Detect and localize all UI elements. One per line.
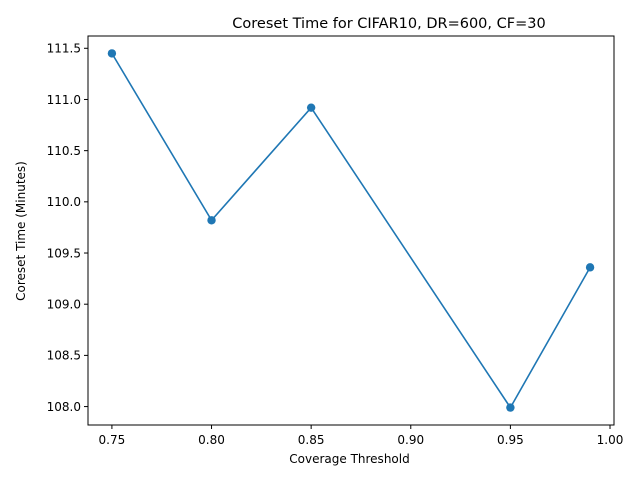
y-tick-label: 108.0: [47, 400, 81, 414]
x-tick-label: 0.75: [99, 433, 126, 447]
plot-area: [107, 49, 595, 412]
x-tick-label: 0.90: [397, 433, 424, 447]
x-axis: 0.75 0.80 0.85 0.90 0.95 1.00: [99, 425, 624, 447]
chart-title: Coreset Time for CIFAR10, DR=600, CF=30: [232, 16, 545, 32]
y-tick-label: 111.0: [47, 93, 81, 107]
x-tick-label: 0.85: [298, 433, 325, 447]
plot-frame: [87, 35, 615, 426]
y-tick-label: 110.0: [47, 195, 81, 209]
y-tick-label: 110.5: [47, 144, 81, 158]
x-tick-label: 0.95: [497, 433, 524, 447]
data-point: [207, 216, 216, 225]
x-tick-label: 1.00: [597, 433, 624, 447]
series-line: [111, 52, 591, 410]
data-point: [107, 49, 117, 58]
x-axis-label: Coverage Threshold: [289, 452, 409, 466]
y-tick-label: 108.5: [47, 349, 81, 363]
y-axis-label: Coreset Time (Minutes): [14, 161, 28, 301]
data-point: [585, 263, 595, 272]
y-tick-label: 109.5: [47, 246, 81, 260]
x-tick-label: 0.80: [198, 433, 225, 447]
data-point: [506, 403, 515, 412]
y-tick-label: 111.5: [47, 42, 81, 56]
y-tick-label: 109.0: [47, 298, 81, 312]
data-point: [306, 103, 316, 112]
y-axis: 108.0 108.5 109.0 109.5 110.0 110.5 111.0 111.5: [47, 42, 88, 414]
